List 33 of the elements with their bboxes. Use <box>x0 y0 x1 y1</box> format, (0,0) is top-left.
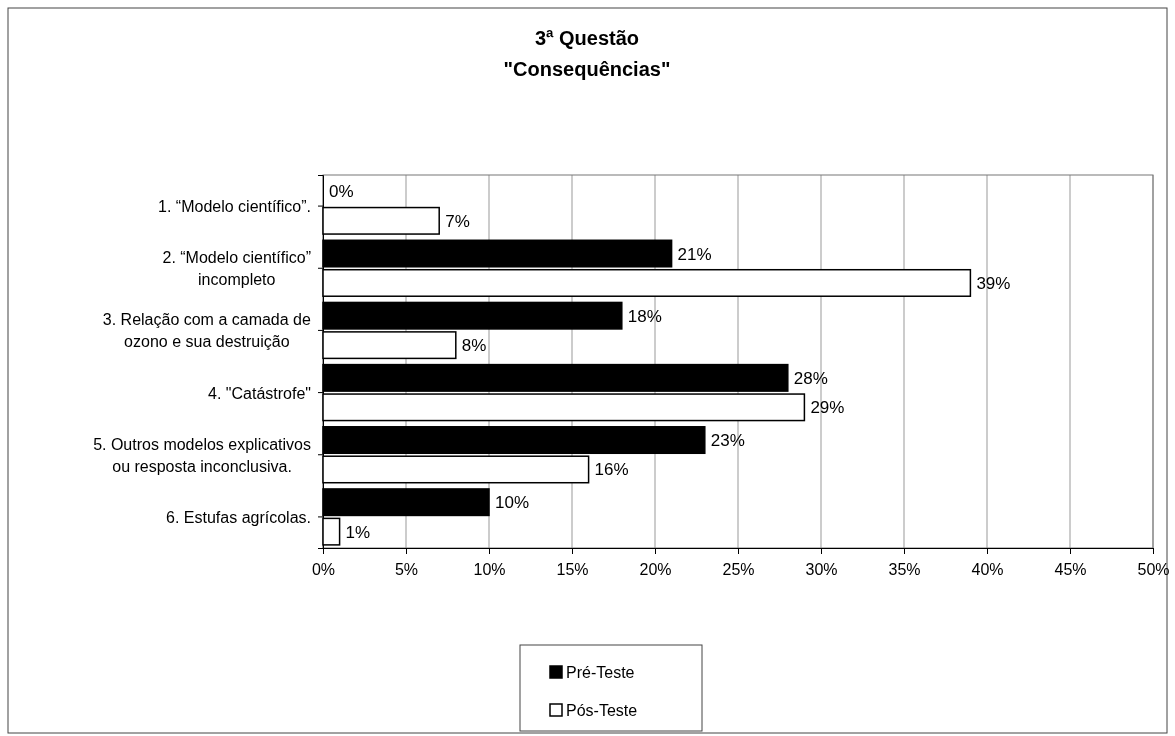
x-tick-label: 50% <box>1137 560 1170 578</box>
data-label: 7% <box>445 211 470 231</box>
y-tick-label: 6. Estufas agrícolas. <box>166 508 311 526</box>
legend-label: Pré-Teste <box>566 664 635 681</box>
x-tick-label: 20% <box>639 560 672 578</box>
y-tick-label: 5. Outros modelos explicativos ou resposta inconclusiva. <box>93 435 311 475</box>
y-tick-label: 2. “Modelo científico” incompleto <box>162 249 311 289</box>
data-label: 16% <box>594 460 629 480</box>
data-label: 0% <box>329 182 354 202</box>
y-tick-label: 4. "Catástrofe" <box>208 384 311 402</box>
data-label: 8% <box>461 336 487 356</box>
x-tick-label: 5% <box>394 560 419 578</box>
legend-label: Pós-Teste <box>566 702 638 719</box>
data-label: 23% <box>710 431 745 451</box>
data-label: 18% <box>627 306 662 326</box>
y-tick-label: 3. Relação com a camada de ozono e sua destruição <box>102 311 311 351</box>
x-tick-label: 45% <box>1054 560 1087 578</box>
chart-subtitle: "Consequências" <box>503 58 671 80</box>
data-label: 1% <box>345 522 371 542</box>
data-label: 21% <box>677 244 712 264</box>
chart-title: 3ª Questão <box>534 27 640 49</box>
data-label: 29% <box>810 398 845 418</box>
x-tick-label: 30% <box>805 560 838 578</box>
x-tick-label: 0% <box>311 560 336 578</box>
x-tick-label: 40% <box>971 560 1004 578</box>
y-tick-label: 1. “Modelo científico”. <box>158 198 311 216</box>
x-tick-label: 10% <box>473 560 506 578</box>
data-label: 28% <box>793 368 828 388</box>
x-tick-label: 35% <box>888 560 921 578</box>
x-tick-label: 15% <box>556 560 589 578</box>
data-label: 39% <box>976 273 1011 293</box>
x-tick-label: 25% <box>722 560 755 578</box>
data-label: 10% <box>495 493 530 513</box>
